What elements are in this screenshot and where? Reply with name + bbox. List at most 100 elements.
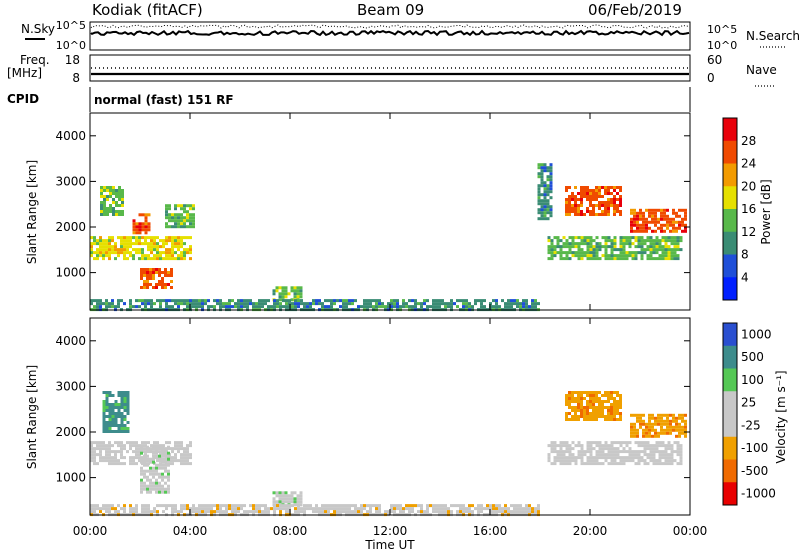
data-cell	[613, 201, 616, 204]
data-cell	[580, 409, 583, 412]
data-cell	[681, 217, 684, 221]
data-cell	[192, 204, 195, 208]
data-cell	[249, 510, 252, 514]
data-cell	[102, 444, 105, 448]
data-cell	[580, 415, 583, 418]
data-cell	[324, 510, 327, 514]
data-cell	[471, 510, 474, 514]
data-cell	[537, 196, 541, 200]
data-cell	[345, 305, 348, 309]
data-cell	[649, 453, 653, 457]
data-cell	[135, 251, 138, 255]
data-cell	[589, 195, 592, 198]
data-cell	[123, 251, 126, 255]
data-cell	[420, 504, 423, 508]
data-cell	[149, 472, 152, 476]
data-cell	[264, 510, 267, 514]
data-cell	[610, 406, 613, 409]
data-cell	[246, 299, 249, 303]
data-cell	[666, 416, 669, 420]
data-cell	[152, 469, 155, 473]
data-cell	[546, 217, 550, 221]
data-cell	[568, 186, 571, 189]
data-cell	[601, 412, 604, 415]
data-cell	[111, 418, 115, 421]
data-cell	[103, 201, 106, 204]
data-cell	[580, 406, 583, 409]
data-cell	[303, 504, 306, 508]
data-cell	[678, 434, 681, 438]
data-cell	[625, 441, 629, 445]
data-cell	[565, 186, 568, 189]
data-cell	[144, 219, 148, 223]
data-cell	[589, 192, 592, 195]
data-cell	[252, 305, 255, 309]
data-cell	[164, 454, 167, 458]
data-cell	[435, 299, 438, 303]
data-cell	[180, 453, 183, 457]
data-cell	[586, 400, 589, 403]
data-cell	[141, 441, 144, 445]
data-cell	[109, 207, 112, 210]
data-cell	[550, 251, 554, 255]
data-cell	[120, 427, 124, 430]
data-cell	[595, 186, 598, 189]
data-cell	[171, 504, 174, 508]
data-cell	[198, 507, 201, 511]
data-cell	[123, 456, 126, 460]
data-cell	[586, 403, 589, 406]
data-cell	[123, 400, 127, 403]
data-cell	[613, 462, 617, 466]
data-cell	[601, 400, 604, 403]
data-cell	[646, 236, 650, 240]
data-cell	[565, 403, 568, 406]
data-cell	[158, 475, 161, 479]
data-cell	[140, 472, 143, 476]
data-cell	[547, 248, 551, 252]
data-cell	[258, 305, 261, 309]
data-cell	[144, 225, 148, 229]
data-cell	[571, 400, 574, 403]
data-patch	[630, 208, 687, 233]
data-cell	[549, 181, 553, 185]
data-cell	[222, 305, 225, 309]
data-cell	[167, 274, 170, 277]
data-cell	[315, 507, 318, 511]
data-cell	[284, 500, 288, 504]
data-cell	[565, 204, 568, 207]
data-cell	[604, 242, 608, 246]
data-cell	[589, 236, 593, 240]
data-cell	[583, 236, 587, 240]
data-cell	[167, 451, 170, 455]
data-cell	[607, 418, 610, 421]
data-cell	[657, 226, 660, 230]
data-cell	[625, 236, 629, 240]
data-cell	[462, 299, 465, 303]
data-cell	[565, 462, 569, 466]
data-cell	[568, 459, 572, 463]
data-cell	[670, 459, 674, 463]
data-cell	[140, 286, 143, 289]
data-cell	[296, 292, 300, 296]
data-cell	[465, 507, 468, 511]
data-cell	[158, 271, 161, 274]
data-cell	[661, 444, 665, 448]
data-cell	[378, 302, 381, 306]
data-cell	[120, 430, 124, 433]
data-cell	[681, 425, 684, 429]
data-cell	[598, 415, 601, 418]
data-cell	[290, 500, 294, 504]
data-cell	[658, 462, 662, 466]
data-cell	[666, 208, 669, 212]
data-cell	[102, 421, 106, 424]
data-cell	[649, 447, 653, 451]
data-cell	[577, 192, 580, 195]
data-cell	[679, 450, 683, 454]
data-cell	[165, 507, 168, 511]
data-cell	[112, 210, 115, 213]
data-cell	[669, 229, 672, 233]
data-cell	[537, 217, 541, 221]
power-colorbar-label: Power [dB]	[759, 179, 773, 244]
data-cell	[589, 459, 593, 463]
data-cell	[149, 460, 152, 464]
